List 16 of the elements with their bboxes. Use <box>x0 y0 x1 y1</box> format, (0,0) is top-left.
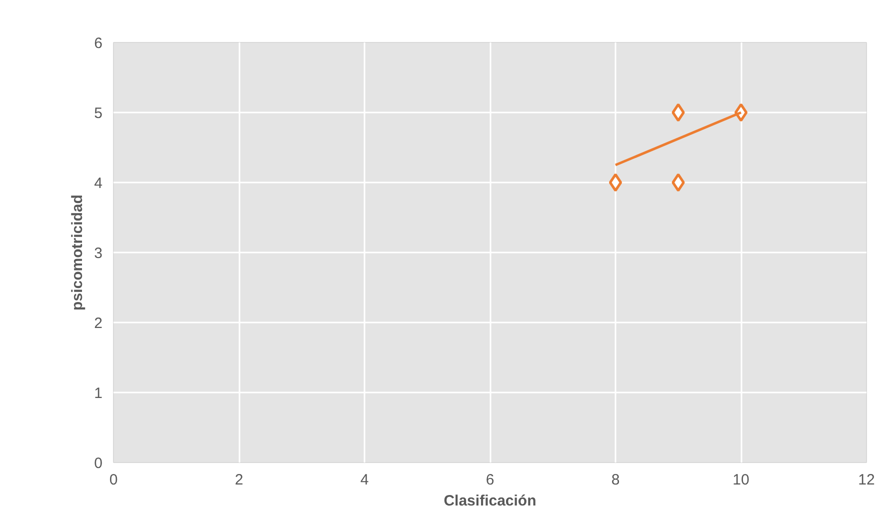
x-tick-label: 12 <box>858 472 875 488</box>
y-tick-label: 6 <box>94 35 102 52</box>
x-tick-label: 8 <box>611 472 620 488</box>
y-axis-title: psicomotricidad <box>69 194 86 310</box>
x-tick-label: 0 <box>109 472 118 488</box>
x-tick-label: 2 <box>234 472 244 488</box>
y-tick-label: 5 <box>94 105 102 122</box>
x-tick-label: 6 <box>486 472 494 488</box>
x-tick-label: 10 <box>732 472 750 488</box>
y-tick-label: 4 <box>94 175 102 192</box>
y-tick-label: 1 <box>94 385 102 402</box>
y-tick-label: 3 <box>94 245 102 262</box>
y-tick-label: 0 <box>94 455 102 472</box>
y-tick-label: 2 <box>94 315 102 332</box>
x-tick-label: 4 <box>360 472 369 488</box>
x-axis-title: Clasificación <box>444 492 536 510</box>
